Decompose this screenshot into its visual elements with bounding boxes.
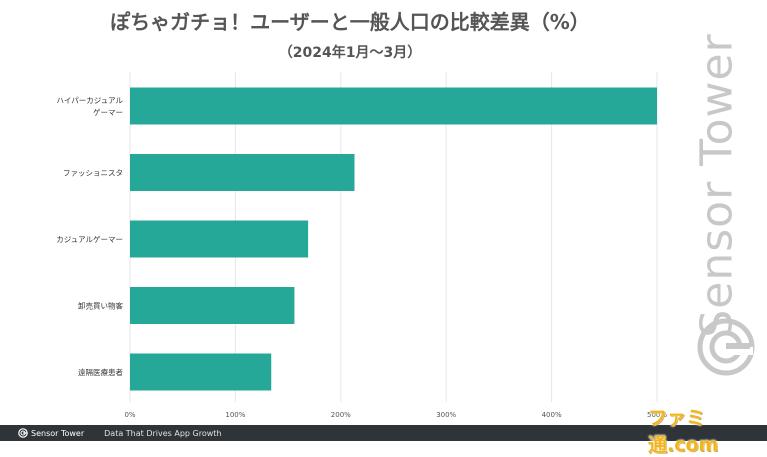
- bar: [130, 287, 295, 324]
- x-tick-label: 100%: [225, 411, 245, 419]
- chart-title: ぽちゃガチョ！ユーザーと一般人口の比較差異（%）: [110, 10, 590, 34]
- category-label: ハイパーカジュアルゲーマー: [57, 96, 124, 117]
- category-label: カジュアルゲーマー: [56, 235, 123, 244]
- x-tick-label: 200%: [331, 411, 351, 419]
- footer-tagline: Data That Drives App Growth: [104, 428, 222, 438]
- x-tick-label: 500%: [647, 411, 667, 419]
- category-label: 遠隔医療患者: [78, 367, 123, 377]
- bar-chart: 0% 100% 200% 300% 400% 500% ハイパーカジュアルゲーマーファッショ…: [56, 72, 667, 419]
- bar: [130, 87, 657, 125]
- x-tick-label: 0%: [124, 411, 135, 419]
- bar: [130, 154, 355, 191]
- footer-bar: Sensor Tower Data That Drives App Growth: [0, 425, 767, 441]
- x-tick-label: 400%: [542, 411, 562, 419]
- category-label: ファッショニスタ: [63, 169, 123, 178]
- bar: [130, 220, 309, 258]
- sensor-tower-watermark-icon: [697, 318, 755, 376]
- sensor-tower-icon: [18, 428, 28, 438]
- sensor-tower-watermark-text: Sensor Tower: [691, 32, 743, 338]
- bar: [130, 353, 272, 391]
- category-label: 卸売買い物客: [78, 301, 123, 311]
- x-tick-label: 300%: [436, 411, 456, 419]
- footer-logo-text: Sensor Tower: [31, 428, 85, 438]
- chart-subtitle: （2024年1月〜3月）: [278, 45, 422, 61]
- famitsu-logo: ファミ通.com: [648, 406, 719, 456]
- footer-logo: Sensor Tower: [18, 428, 84, 438]
